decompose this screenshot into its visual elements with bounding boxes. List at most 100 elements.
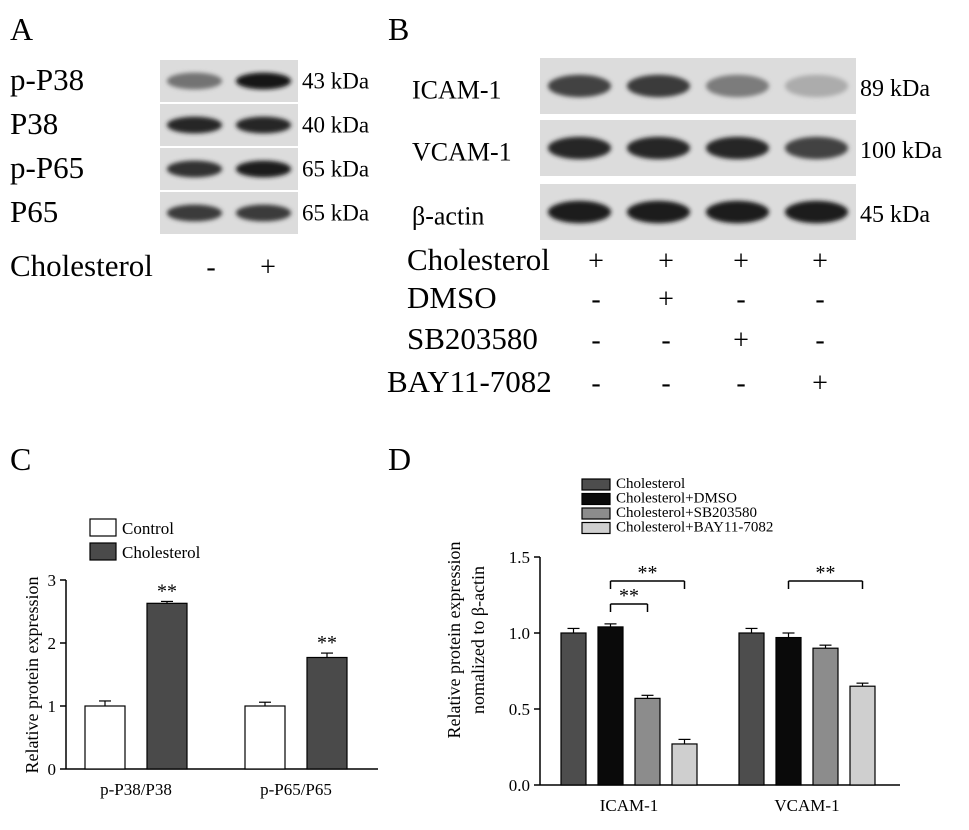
legend-label: Cholesterol+DMSO — [616, 491, 737, 507]
y-axis-label: Relative protein expression — [444, 542, 464, 739]
significance-label: ** — [619, 585, 639, 607]
blot-band — [547, 136, 612, 160]
y-axis-label: Relative protein expression — [22, 577, 42, 774]
blot-band — [784, 74, 849, 98]
blot-kda-label: 65 kDa — [302, 157, 369, 182]
panel-b-blot: ICAM-1 89 kDa VCAM-1 100 kDa β-actin 45 kDa Ch… — [387, 58, 942, 399]
blot-band — [547, 74, 612, 98]
blot-row-label: p-P65 — [10, 150, 84, 185]
treatment-sign: + — [260, 252, 276, 283]
blot-row-label: VCAM-1 — [412, 137, 512, 166]
significance-label: ** — [816, 562, 836, 584]
blot-band — [235, 72, 292, 90]
blot-band — [235, 204, 292, 222]
treatment-label: BAY11-7082 — [387, 364, 552, 399]
bar — [738, 632, 765, 786]
bar — [306, 656, 348, 770]
treatment-sign: - — [661, 368, 670, 399]
y-tick-label: 0.0 — [509, 776, 530, 795]
treatment-label: SB203580 — [407, 321, 538, 356]
bar — [849, 685, 876, 786]
blot-band — [166, 204, 223, 222]
legend-swatch — [581, 492, 611, 506]
bar — [812, 647, 839, 786]
y-tick-label: 1.0 — [509, 624, 530, 643]
legend-swatch — [581, 507, 611, 520]
bar — [634, 697, 661, 786]
treatment-sign: - — [736, 368, 745, 399]
treatment-sign: + — [658, 246, 674, 277]
panel-a-blot: p-P38 43 kDa P38 40 kDa p-P65 65 kDa P65 65 kDa… — [10, 60, 369, 283]
panel-a-letter: A — [10, 11, 33, 47]
blot-row-label: P38 — [10, 106, 58, 141]
legend-label: Cholesterol+BAY11-7082 — [616, 520, 773, 536]
bar — [84, 705, 126, 770]
x-category-label: ICAM-1 — [600, 796, 659, 815]
x-category-label: p-P38/P38 — [100, 780, 172, 799]
blot-band — [235, 116, 292, 134]
treatment-sign: - — [206, 252, 215, 283]
bar — [671, 743, 698, 786]
bar — [775, 636, 802, 786]
y-tick-label: 1.5 — [509, 548, 530, 567]
treatment-sign: - — [661, 325, 670, 356]
y-tick-label: 3 — [48, 571, 57, 590]
treatment-sign: - — [736, 284, 745, 315]
blot-kda-label: 100 kDa — [860, 138, 942, 164]
treatment-sign: - — [591, 325, 600, 356]
treatment-sign: + — [733, 325, 749, 356]
y-tick-label: 0.5 — [509, 700, 530, 719]
legend-label: Cholesterol — [616, 476, 685, 492]
y-tick-label: 0 — [48, 760, 57, 779]
blot-band — [166, 72, 223, 90]
panel-c: C 0 1 2 3 Relative protein expression p-P38/P… — [10, 441, 378, 799]
blot-band — [166, 160, 223, 178]
blot-band — [705, 200, 770, 224]
blot-band — [626, 200, 691, 224]
legend-label: Cholesterol — [122, 543, 201, 562]
treatment-label: Cholesterol — [407, 242, 550, 277]
treatment-sign: - — [815, 284, 824, 315]
panel-c-letter: C — [10, 441, 31, 477]
blot-kda-label: 43 kDa — [302, 69, 369, 94]
treatment-label: Cholesterol — [10, 248, 153, 283]
blot-kda-label: 89 kDa — [860, 76, 930, 102]
blot-kda-label: 65 kDa — [302, 201, 369, 226]
panel-d-letter: D — [388, 441, 411, 477]
panel-b: B ICAM-1 89 kDa VCAM-1 100 kDa β-actin 45 kDa… — [387, 11, 942, 399]
chart-d: 0.0 0.5 1.0 1.5 Relative protein expression n… — [444, 476, 900, 815]
x-category-label: VCAM-1 — [774, 796, 839, 815]
significance-label: ** — [157, 580, 177, 602]
y-tick-label: 1 — [48, 697, 57, 716]
legend-swatch — [89, 542, 117, 561]
blot-row-label: P65 — [10, 194, 58, 229]
legend-swatch — [89, 518, 117, 537]
chart-c: 0 1 2 3 Relative protein expression p-P38/P38… — [22, 518, 378, 799]
treatment-sign: - — [591, 368, 600, 399]
treatment-sign: + — [733, 246, 749, 277]
blot-band — [784, 200, 849, 224]
panel-d: D 0.0 0.5 1.0 1.5 Relative protein expressio… — [388, 441, 900, 815]
significance-label: ** — [317, 632, 337, 654]
blot-band — [705, 74, 770, 98]
bar — [244, 705, 286, 770]
bar — [560, 632, 587, 786]
significance-label: ** — [638, 562, 658, 584]
bar — [146, 602, 188, 770]
y-axis-label-2: nomalized to β-actin — [468, 566, 488, 714]
blot-row-label: β-actin — [412, 201, 484, 230]
panel-a: A p-P38 43 kDa P38 40 kDa p-P65 65 kDa P65 65 k… — [10, 11, 369, 283]
treatment-label: DMSO — [407, 280, 497, 315]
treatment-sign: - — [591, 284, 600, 315]
blot-row-label: ICAM-1 — [412, 75, 502, 104]
treatment-sign: + — [658, 284, 674, 315]
blot-row-label: p-P38 — [10, 62, 84, 97]
blot-band — [705, 136, 770, 160]
legend-swatch — [581, 521, 611, 535]
blot-band — [166, 116, 223, 134]
panel-b-letter: B — [388, 11, 409, 47]
blot-band — [626, 136, 691, 160]
legend-swatch — [581, 478, 611, 491]
blot-kda-label: 40 kDa — [302, 113, 369, 138]
